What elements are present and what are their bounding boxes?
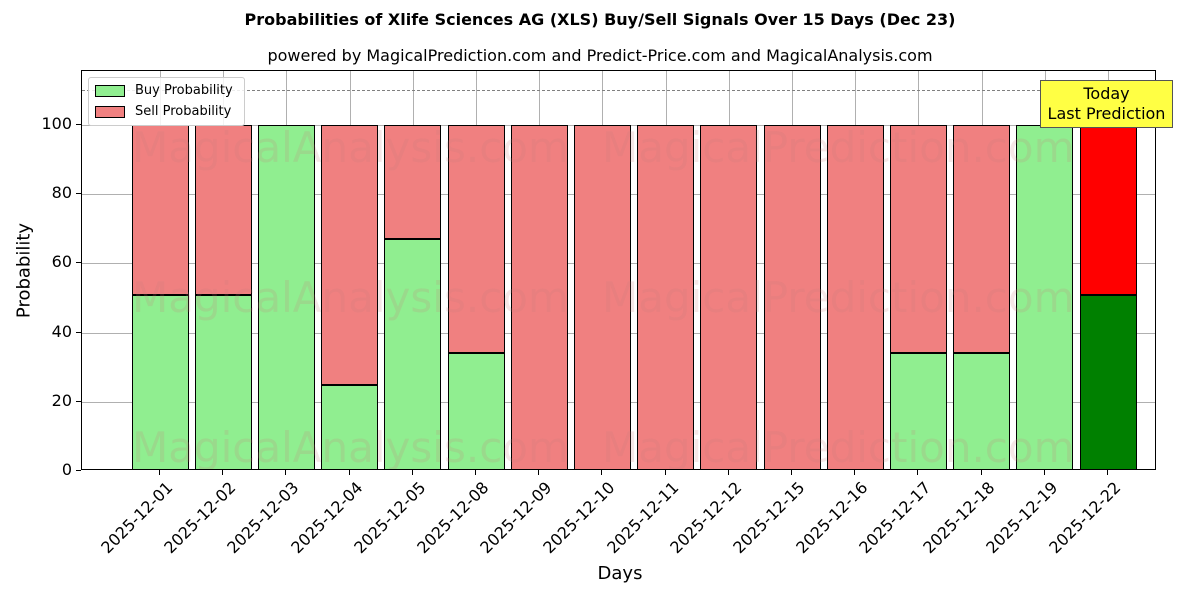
bar-sell	[510, 125, 568, 469]
x-tick-mark	[917, 470, 919, 475]
y-tick-label: 60	[51, 252, 72, 272]
y-tick-mark	[76, 262, 81, 264]
bar-sell	[700, 125, 758, 469]
bar-sell	[447, 125, 505, 354]
annotation-line-1: Today	[1083, 84, 1130, 103]
legend-label-buy: Buy Probability	[135, 83, 233, 98]
today-annotation: Today Last Prediction	[1040, 80, 1173, 128]
x-tick-mark	[980, 470, 982, 475]
bar-buy	[321, 384, 379, 469]
bar-buy	[131, 294, 189, 469]
x-tick-mark	[1043, 470, 1045, 475]
bar-sell	[384, 125, 442, 240]
legend-item-buy: Buy Probability	[95, 83, 233, 98]
y-tick-label: 100	[41, 114, 72, 133]
chart-subtitle: powered by MagicalPrediction.com and Pre…	[267, 46, 933, 65]
bar-sell	[763, 125, 821, 469]
y-tick-mark	[76, 400, 81, 402]
y-tick-label: 40	[51, 321, 72, 341]
bar-sell	[637, 125, 695, 469]
reference-line	[82, 90, 1155, 92]
bar-buy	[194, 294, 252, 469]
y-tick-mark	[76, 124, 81, 125]
x-tick-mark	[222, 470, 224, 475]
x-tick-mark	[538, 470, 540, 475]
chart-title: Probabilities of Xlife Sciences AG (XLS)…	[244, 10, 956, 29]
x-tick-mark	[475, 470, 476, 475]
x-tick-mark	[727, 470, 729, 475]
x-tick-mark	[854, 470, 856, 475]
bar-sell	[1079, 125, 1137, 295]
y-tick-mark	[76, 470, 81, 471]
bar-sell	[131, 125, 189, 295]
x-tick-mark	[411, 470, 413, 475]
y-tick-label: 0	[61, 460, 72, 479]
bar-buy	[889, 353, 947, 469]
x-tick-mark	[1107, 470, 1108, 475]
bar-sell	[194, 125, 252, 295]
sell-swatch-icon	[95, 105, 125, 118]
bar-sell	[321, 125, 379, 385]
annotation-line-2: Last Prediction	[1047, 104, 1166, 123]
bar-buy	[257, 125, 315, 469]
bar-sell	[826, 125, 884, 469]
legend: Buy Probability Sell Probability	[88, 77, 245, 126]
bar-buy	[447, 353, 505, 469]
bar-sell	[953, 125, 1011, 354]
bar-buy	[1079, 294, 1137, 469]
legend-label-sell: Sell Probability	[135, 104, 232, 119]
x-tick-mark	[159, 470, 160, 475]
bar-sell	[573, 125, 631, 469]
x-tick-mark	[285, 470, 287, 475]
y-tick-mark	[76, 193, 81, 195]
plot-area: MagicalAnalysis.comMagicalPrediction.com…	[81, 70, 1156, 470]
x-tick-mark	[664, 470, 666, 475]
bar-buy	[384, 239, 442, 469]
x-tick-mark	[348, 470, 350, 475]
y-tick-mark	[76, 331, 81, 333]
bar-buy	[953, 353, 1011, 469]
x-tick-mark	[601, 470, 603, 475]
y-tick-label: 20	[51, 390, 72, 410]
legend-item-sell: Sell Probability	[95, 104, 231, 119]
buy-swatch-icon	[95, 84, 125, 97]
y-tick-label: 80	[51, 183, 72, 203]
bar-sell	[889, 125, 947, 354]
x-tick-mark	[791, 470, 792, 475]
bar-buy	[1016, 125, 1074, 469]
x-axis-label: Days	[597, 563, 643, 584]
